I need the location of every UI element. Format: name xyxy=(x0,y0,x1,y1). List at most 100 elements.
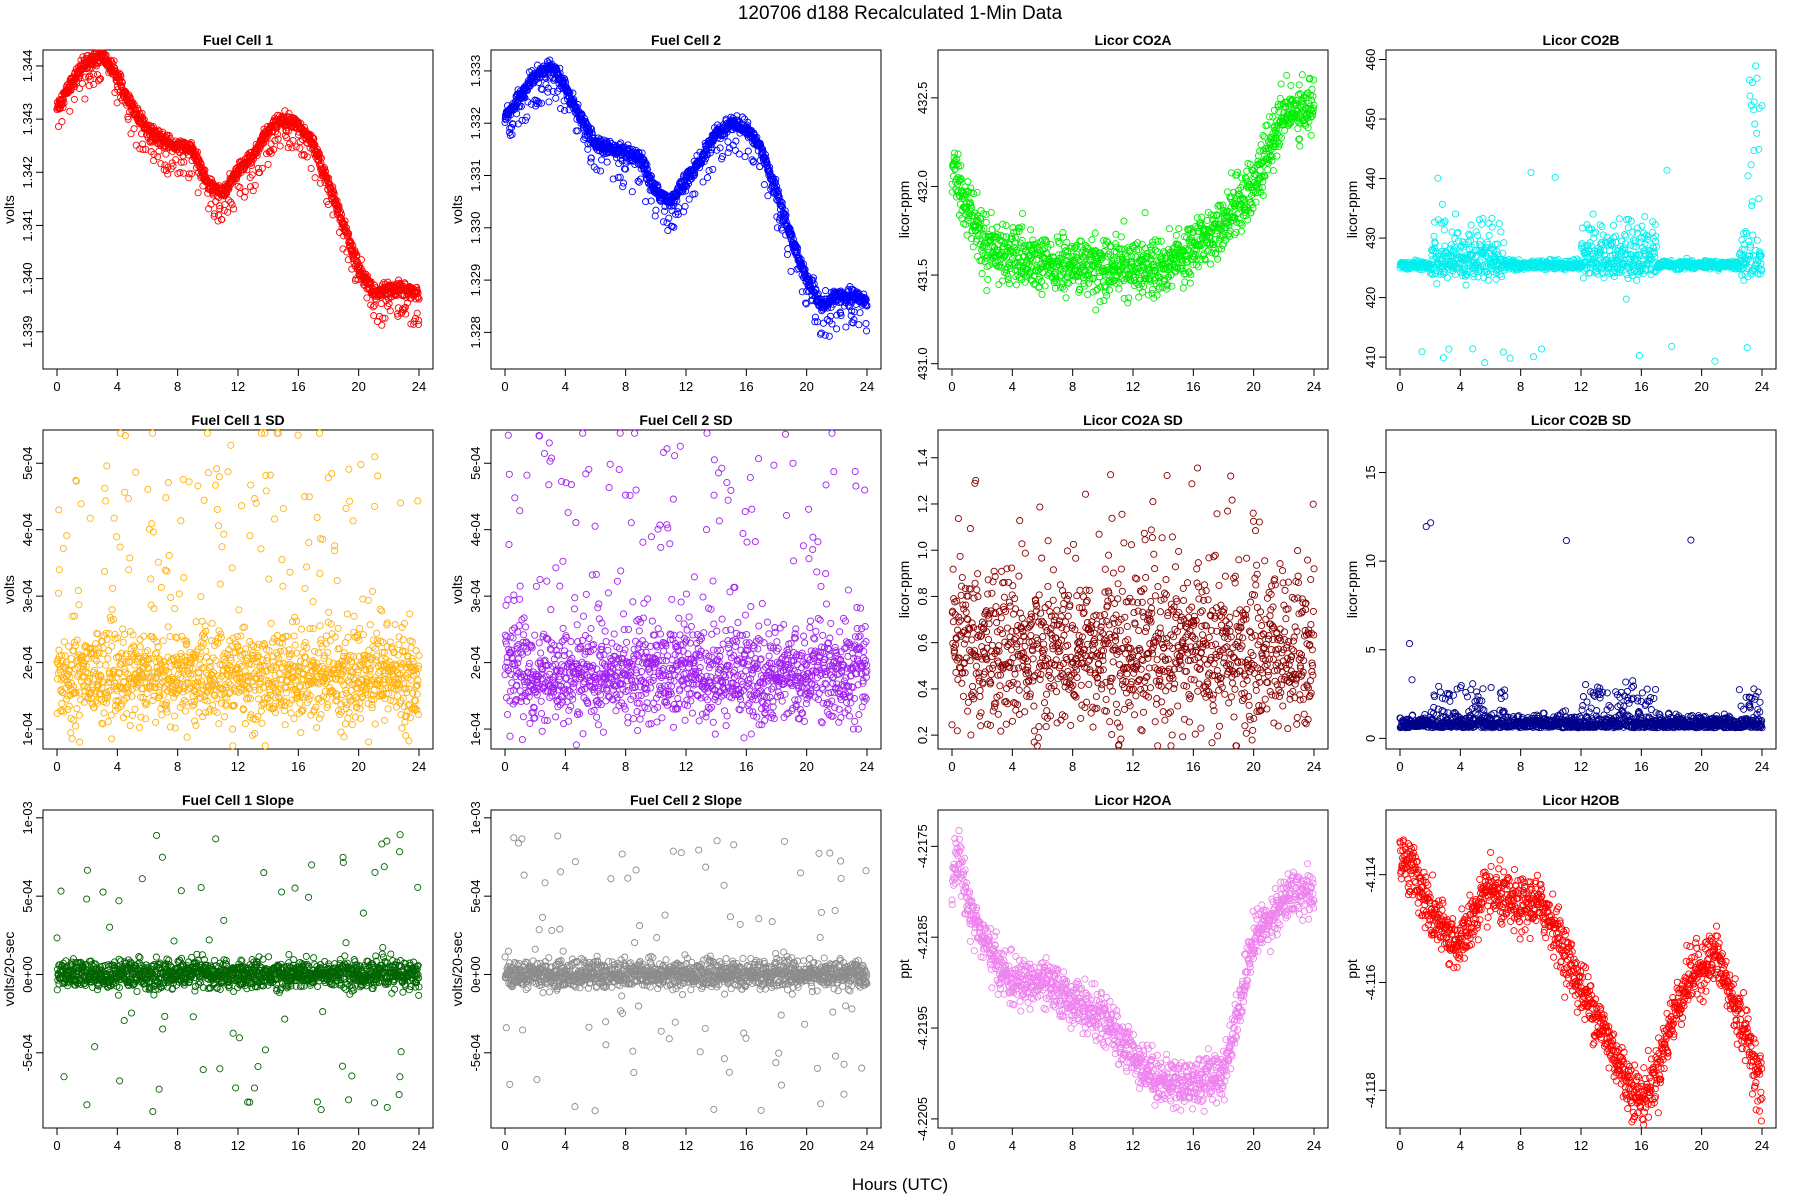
y-tick-label: 1.331 xyxy=(468,159,483,192)
data-point xyxy=(172,156,180,164)
data-point xyxy=(165,132,173,140)
data-point xyxy=(193,148,201,156)
data-point xyxy=(188,170,196,178)
data-point xyxy=(1578,224,1587,232)
data-point xyxy=(162,166,170,175)
y-tick-label: 1.339 xyxy=(20,316,35,349)
data-point xyxy=(628,188,636,196)
data-point xyxy=(1296,142,1304,150)
data-point xyxy=(703,174,712,182)
data-point xyxy=(1287,81,1295,89)
y-axis-label: volts xyxy=(1,195,17,224)
data-point xyxy=(130,125,138,133)
data-point xyxy=(221,200,229,209)
x-tick-label: 24 xyxy=(412,379,426,394)
data-point xyxy=(86,75,94,84)
y-tick-label: 431.5 xyxy=(915,259,930,292)
plot-frame xyxy=(937,49,1329,370)
data-point xyxy=(735,150,743,158)
panel-title: Licor CO2A xyxy=(1094,32,1171,48)
x-tick-label: 12 xyxy=(231,379,245,394)
data-point xyxy=(154,153,162,161)
y-axis-label: volts xyxy=(449,195,465,224)
x-tick-label: 16 xyxy=(291,379,305,394)
data-point xyxy=(185,170,193,178)
data-point xyxy=(157,160,165,168)
data-point xyxy=(1018,223,1026,231)
data-point xyxy=(787,267,795,275)
y-tick-label: 1.333 xyxy=(468,55,483,88)
data-point xyxy=(81,95,89,103)
data-point xyxy=(984,275,992,283)
data-point xyxy=(1497,228,1505,236)
data-point xyxy=(1298,71,1306,79)
data-point xyxy=(89,70,98,78)
y-tick-label: 410 xyxy=(1363,346,1378,368)
data-point xyxy=(54,122,63,131)
data-point xyxy=(724,148,732,157)
data-point xyxy=(819,319,828,327)
data-point xyxy=(124,115,132,123)
panel-title: Fuel Cell 2 xyxy=(651,32,721,48)
y-tick-label: 1.332 xyxy=(468,107,483,140)
data-point xyxy=(214,217,222,225)
data-point xyxy=(1214,255,1222,263)
data-point xyxy=(985,261,993,269)
data-point xyxy=(180,158,188,166)
data-point xyxy=(1018,209,1027,218)
data-point xyxy=(988,225,996,234)
data-point xyxy=(652,206,660,214)
data-point xyxy=(1117,233,1125,241)
y-tick-label: 1.341 xyxy=(20,209,35,242)
data-point xyxy=(597,167,605,175)
x-tick-label: 20 xyxy=(1694,379,1708,394)
x-tick-label: 0 xyxy=(1396,379,1403,394)
data-point xyxy=(1060,285,1068,293)
data-point xyxy=(1027,226,1035,234)
data-point xyxy=(1440,226,1448,234)
data-point xyxy=(1433,280,1441,288)
data-point xyxy=(378,321,386,329)
data-point xyxy=(292,143,300,151)
data-point xyxy=(1485,231,1493,239)
data-point xyxy=(1012,273,1020,281)
y-tick-label: 1.344 xyxy=(20,50,35,83)
data-point xyxy=(1451,210,1460,218)
data-point xyxy=(154,126,162,134)
data-point xyxy=(1445,345,1453,353)
y-tick-label: 440 xyxy=(1363,168,1378,190)
data-point xyxy=(1469,345,1477,353)
x-tick-label: 24 xyxy=(1755,379,1769,394)
data-point xyxy=(1304,124,1312,132)
x-tick-label: 4 xyxy=(1009,379,1016,394)
data-point xyxy=(264,160,272,168)
x-tick-label: 20 xyxy=(799,379,813,394)
data-point xyxy=(995,280,1003,288)
data-point xyxy=(267,140,275,148)
data-point xyxy=(1551,173,1559,181)
data-point xyxy=(1012,281,1020,289)
x-tick-label: 12 xyxy=(1574,379,1588,394)
x-tick-label: 0 xyxy=(948,379,955,394)
data-point xyxy=(1259,132,1267,140)
x-tick-label: 16 xyxy=(1634,379,1648,394)
x-tick-label: 0 xyxy=(501,379,508,394)
data-point xyxy=(705,167,713,175)
data-point xyxy=(130,101,138,109)
y-tick-label: 432.0 xyxy=(915,170,930,203)
data-points xyxy=(501,56,871,340)
data-point xyxy=(1434,174,1442,182)
y-tick-label: 430 xyxy=(1363,227,1378,249)
data-point xyxy=(1273,152,1281,160)
data-point xyxy=(825,332,833,340)
data-point xyxy=(60,99,68,107)
data-point xyxy=(1165,225,1173,233)
data-point xyxy=(1151,246,1159,254)
data-point xyxy=(1172,231,1180,239)
data-point xyxy=(132,141,140,149)
data-point xyxy=(603,158,611,166)
x-tick-label: 12 xyxy=(1126,379,1140,394)
data-point xyxy=(370,312,378,320)
